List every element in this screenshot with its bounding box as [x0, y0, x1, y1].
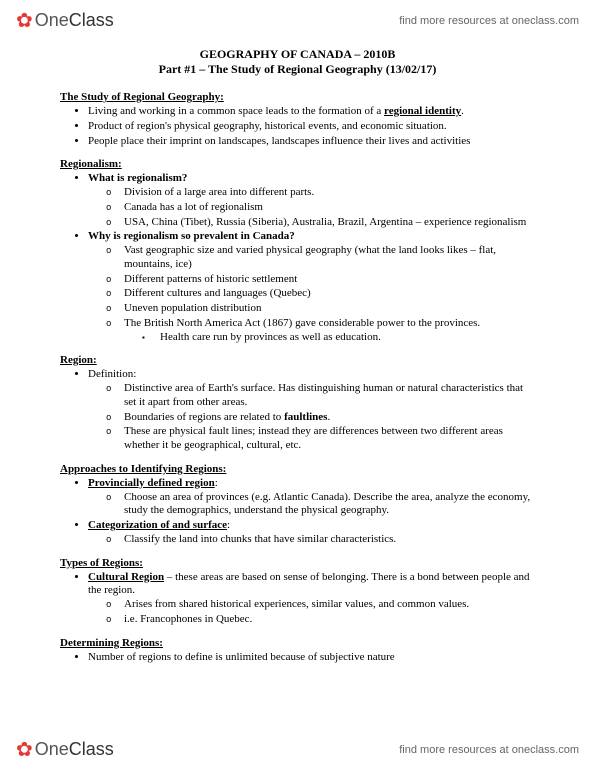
list-item: Division of a large area into different …: [124, 186, 535, 200]
list-approaches: Provincially defined region: Choose an a…: [60, 477, 535, 547]
list-item: What is regionalism? Division of a large…: [88, 172, 535, 229]
list-item: Vast geographic size and varied physical…: [124, 244, 535, 272]
footer-logo-class: Class: [69, 739, 114, 760]
section-head-approaches: Approaches to Identifying Regions:: [60, 463, 535, 475]
list-item: Different cultures and languages (Quebec…: [124, 287, 535, 301]
list-study: Living and working in a common space lea…: [60, 105, 535, 148]
list-item: Definition: Distinctive area of Earth's …: [88, 368, 535, 453]
list-item: Boundaries of regions are related to fau…: [124, 411, 535, 425]
list-item: Provincially defined region: Choose an a…: [88, 477, 535, 518]
logo: ✿ OneClass: [16, 8, 114, 33]
footer-bar: ✿ OneClass find more resources at onecla…: [0, 731, 595, 770]
list-types: Cultural Region – these areas are based …: [60, 571, 535, 627]
list-item: Choose an area of provinces (e.g. Atlant…: [124, 491, 535, 519]
section-head-region: Region:: [60, 354, 535, 366]
list-item: People place their imprint on landscapes…: [88, 135, 535, 149]
header-tagline[interactable]: find more resources at oneclass.com: [399, 15, 579, 27]
list-item: Cultural Region – these areas are based …: [88, 571, 535, 627]
logo-text-one: One: [35, 10, 69, 31]
maple-leaf-icon: ✿: [16, 8, 33, 33]
list-item: i.e. Francophones in Quebec.: [124, 613, 535, 627]
list-region: Definition: Distinctive area of Earth's …: [60, 368, 535, 453]
list-item: Product of region's physical geography, …: [88, 120, 535, 134]
section-head-types: Types of Regions:: [60, 557, 535, 569]
footer-logo: ✿ OneClass: [16, 737, 114, 762]
list-item: These are physical fault lines; instead …: [124, 425, 535, 453]
list-item: Classify the land into chunks that have …: [124, 533, 535, 547]
list-item: USA, China (Tibet), Russia (Siberia), Au…: [124, 216, 535, 230]
footer-tagline[interactable]: find more resources at oneclass.com: [399, 744, 579, 756]
list-item: Canada has a lot of regionalism: [124, 201, 535, 215]
header-bar: ✿ OneClass find more resources at onecla…: [0, 0, 595, 37]
list-item: Uneven population distribution: [124, 302, 535, 316]
list-item: Number of regions to define is unlimited…: [88, 651, 535, 665]
list-item: Distinctive area of Earth's surface. Has…: [124, 382, 535, 410]
list-item: Living and working in a common space lea…: [88, 105, 535, 119]
list-item: Categorization of and surface: Classify …: [88, 519, 535, 547]
list-item: Different patterns of historic settlemen…: [124, 273, 535, 287]
maple-leaf-icon: ✿: [16, 737, 33, 762]
part-title: Part #1 – The Study of Regional Geograph…: [60, 62, 535, 77]
list-item: Why is regionalism so prevalent in Canad…: [88, 230, 535, 344]
list-regionalism: What is regionalism? Division of a large…: [60, 172, 535, 344]
list-item: Arises from shared historical experience…: [124, 598, 535, 612]
section-head-determining: Determining Regions:: [60, 637, 535, 649]
list-determining: Number of regions to define is unlimited…: [60, 651, 535, 665]
list-item: The British North America Act (1867) gav…: [124, 317, 535, 345]
document-content: GEOGRAPHY OF CANADA – 2010B Part #1 – Th…: [0, 37, 595, 664]
title-block: GEOGRAPHY OF CANADA – 2010B Part #1 – Th…: [60, 47, 535, 77]
list-item: Health care run by provinces as well as …: [160, 331, 535, 345]
section-head-study: The Study of Regional Geography:: [60, 91, 535, 103]
course-title: GEOGRAPHY OF CANADA – 2010B: [60, 47, 535, 62]
footer-logo-one: One: [35, 739, 69, 760]
logo-text-class: Class: [69, 10, 114, 31]
section-head-regionalism: Regionalism:: [60, 158, 535, 170]
